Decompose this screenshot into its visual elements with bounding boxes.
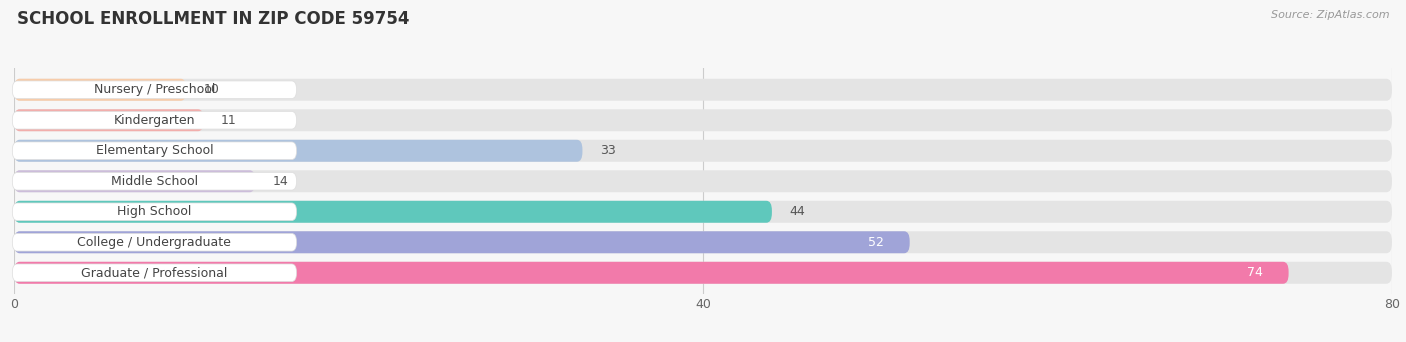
FancyBboxPatch shape [14, 170, 1392, 192]
FancyBboxPatch shape [14, 201, 1392, 223]
Text: 44: 44 [789, 205, 804, 218]
FancyBboxPatch shape [14, 140, 1392, 162]
Text: 33: 33 [599, 144, 616, 157]
Text: Middle School: Middle School [111, 175, 198, 188]
FancyBboxPatch shape [13, 81, 297, 98]
Text: Elementary School: Elementary School [96, 144, 214, 157]
FancyBboxPatch shape [14, 262, 1392, 284]
FancyBboxPatch shape [14, 109, 204, 131]
Text: Source: ZipAtlas.com: Source: ZipAtlas.com [1271, 10, 1389, 20]
FancyBboxPatch shape [13, 264, 297, 281]
Text: 74: 74 [1247, 266, 1263, 279]
Text: High School: High School [117, 205, 191, 218]
Text: SCHOOL ENROLLMENT IN ZIP CODE 59754: SCHOOL ENROLLMENT IN ZIP CODE 59754 [17, 10, 409, 28]
FancyBboxPatch shape [14, 140, 582, 162]
Text: College / Undergraduate: College / Undergraduate [77, 236, 232, 249]
FancyBboxPatch shape [14, 170, 256, 192]
FancyBboxPatch shape [14, 109, 1392, 131]
FancyBboxPatch shape [14, 79, 186, 101]
FancyBboxPatch shape [14, 231, 1392, 253]
Text: 11: 11 [221, 114, 236, 127]
FancyBboxPatch shape [14, 231, 910, 253]
FancyBboxPatch shape [13, 142, 297, 159]
FancyBboxPatch shape [14, 79, 1392, 101]
Text: Graduate / Professional: Graduate / Professional [82, 266, 228, 279]
FancyBboxPatch shape [14, 262, 1289, 284]
FancyBboxPatch shape [13, 203, 297, 221]
FancyBboxPatch shape [13, 234, 297, 251]
FancyBboxPatch shape [13, 111, 297, 129]
Text: 52: 52 [868, 236, 884, 249]
Text: Nursery / Preschool: Nursery / Preschool [94, 83, 215, 96]
FancyBboxPatch shape [14, 201, 772, 223]
Text: 14: 14 [273, 175, 288, 188]
FancyBboxPatch shape [13, 172, 297, 190]
Text: 10: 10 [204, 83, 219, 96]
Text: Kindergarten: Kindergarten [114, 114, 195, 127]
